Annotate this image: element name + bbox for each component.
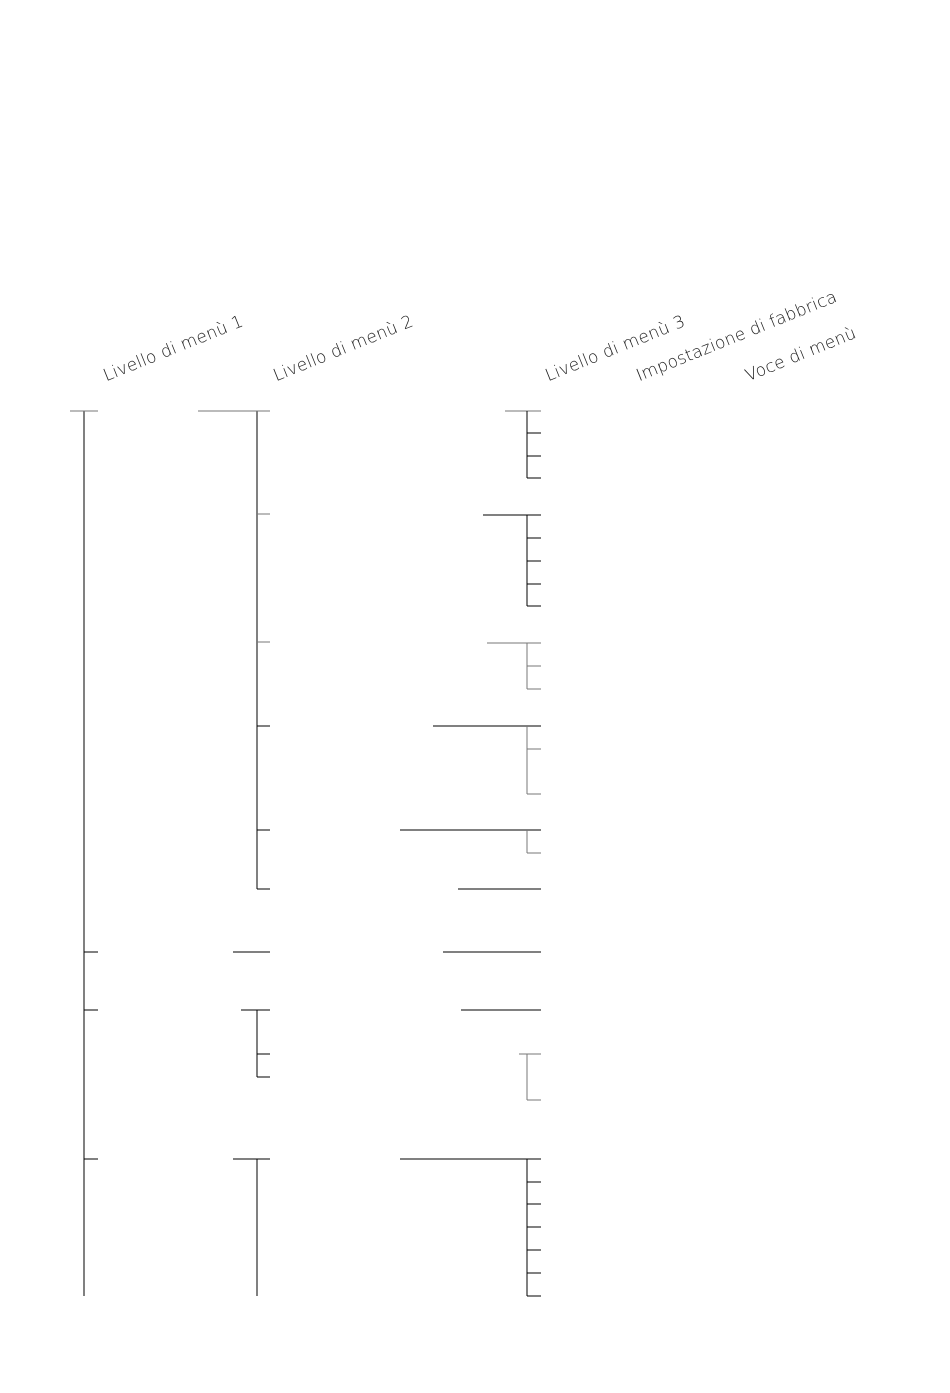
menu-tree-diagram [70, 410, 541, 1297]
